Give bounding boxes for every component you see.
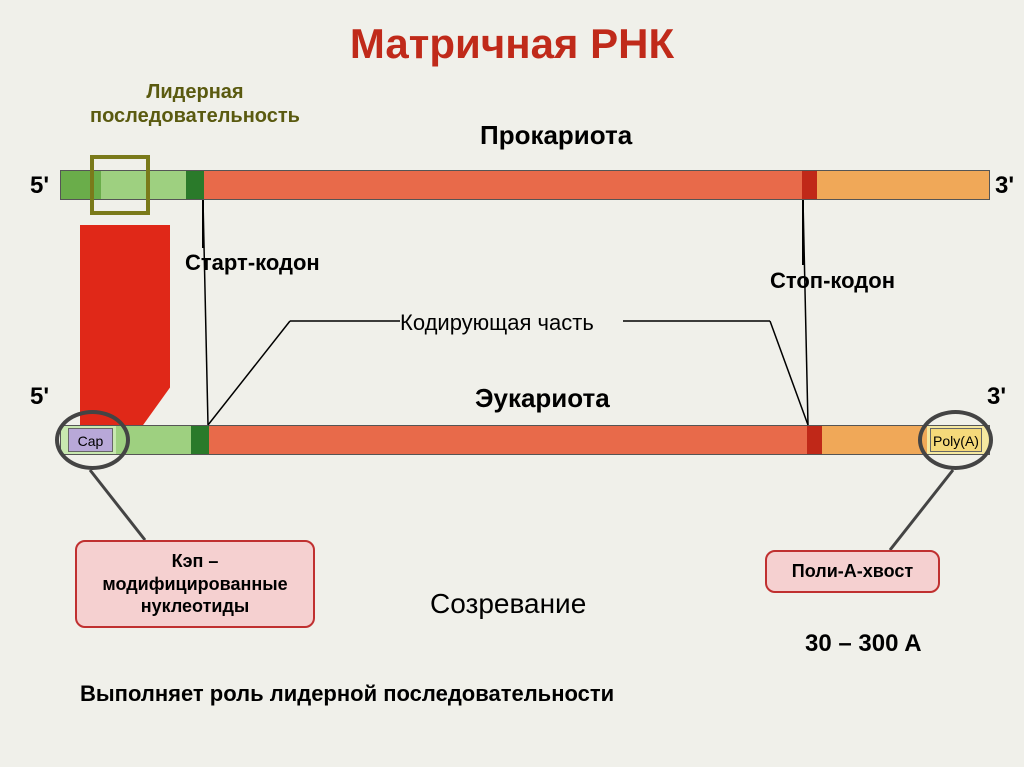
coding-region-label: Кодирующая часть: [400, 310, 594, 336]
bar-segment: [807, 426, 822, 454]
three-prime-bottom: 3': [987, 383, 1006, 411]
cap-callout: Кэп – модифицированные нуклеотиды: [75, 540, 315, 628]
bar-segment: [186, 171, 204, 199]
start-codon-label: Старт-кодон: [185, 250, 320, 276]
five-prime-top: 5': [30, 172, 49, 200]
five-prime-bottom: 5': [30, 383, 49, 411]
leader-highlight-box: [90, 155, 150, 215]
eukaryote-label: Эукариота: [475, 383, 610, 414]
polya-circle: [918, 410, 993, 470]
role-label: Выполняет роль лидерной последовательнос…: [80, 680, 614, 709]
bar-segment: [209, 426, 808, 454]
bar-segment: [191, 426, 209, 454]
stop-codon-label: Стоп-кодон: [770, 268, 895, 294]
page-title: Матричная РНК: [350, 20, 674, 68]
three-prime-top: 3': [995, 172, 1014, 200]
bar-segment: [204, 171, 803, 199]
leader-sequence-label: Лидернаяпоследовательность: [90, 80, 300, 128]
bar-segment: [822, 426, 927, 454]
cap-circle: [55, 410, 130, 470]
eukaryote-mrna-bar: [60, 425, 990, 455]
prokaryote-mrna-bar: [60, 170, 990, 200]
polya-callout: Поли-А-хвост: [765, 550, 940, 593]
bar-segment: [817, 171, 989, 199]
bar-segment: [802, 171, 817, 199]
prokaryote-label: Прокариота: [480, 120, 632, 151]
adenine-range-label: 30 – 300 A: [805, 630, 922, 658]
maturation-label: Созревание: [430, 588, 586, 620]
double-arrow-icon: [80, 225, 170, 425]
